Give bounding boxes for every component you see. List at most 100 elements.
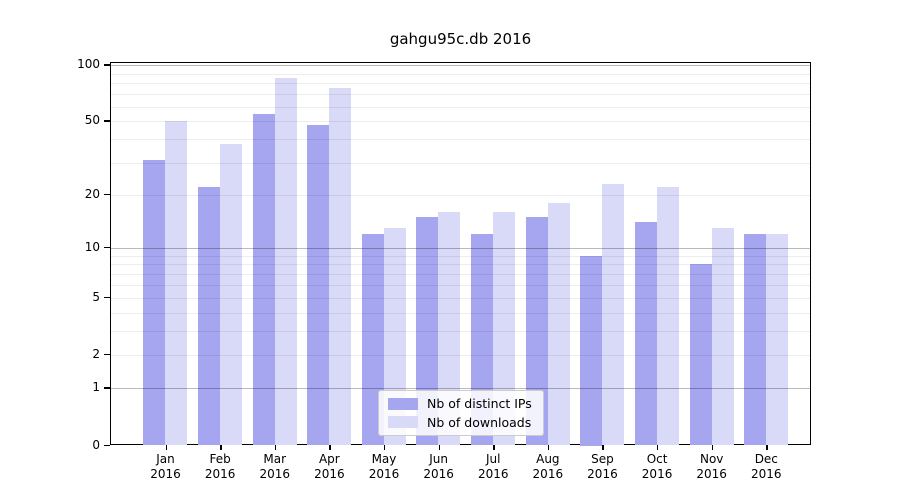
legend-label-downloads: Nb of downloads [427,414,532,430]
legend-label-distinct-ips: Nb of distinct IPs [427,396,532,412]
x-tick-label-apr: Apr 2016 [302,452,356,482]
legend-swatch-distinct-ips [388,397,418,410]
x-label-month: Mar [263,451,287,466]
bar-downloads-jun [438,212,461,446]
bar-ips-aug [525,217,548,446]
x-tick-jan [165,444,167,450]
bar-ips-apr [307,124,330,446]
bar-downloads-sep [602,183,625,446]
x-label-month: Sep [591,451,614,466]
x-tick-label-jun: Jun 2016 [412,452,466,482]
bar-ips-dec [744,234,767,446]
x-label-year: 2016 [259,466,290,481]
gridline-minor-60 [111,106,810,108]
x-label-month: Jun [429,451,448,466]
x-tick-jun [438,444,440,450]
x-label-month: Oct [646,451,668,466]
bar-downloads-apr [329,87,352,446]
y-tick-0 [104,444,110,446]
plot-area [110,62,811,446]
y-tick-label-0: 0 [92,437,100,452]
x-label-year: 2016 [587,466,618,481]
x-tick-label-feb: Feb 2016 [193,452,247,482]
x-label-year: 2016 [641,466,673,481]
x-label-year: 2016 [368,466,400,481]
legend: Nb of distinct IPs Nb of downloads [378,390,544,436]
bar-ips-feb [197,187,220,446]
x-label-month: Apr [318,451,340,466]
legend-swatch-downloads [388,416,418,429]
x-tick-label-may: May 2016 [357,452,411,482]
x-label-month: May [371,451,397,466]
x-label-month: Aug [536,451,560,466]
x-tick-label-jan: Jan 2016 [139,452,193,482]
y-tick-10 [104,246,110,249]
gridline-minor-30 [111,162,810,164]
legend-entry-distinct-ips: Nb of distinct IPs [388,396,534,411]
y-tick-50 [104,120,110,122]
x-label-year: 2016 [477,466,509,481]
y-tick-label-10: 10 [84,239,100,254]
bar-downloads-aug [547,202,570,446]
x-tick-sep [602,444,604,450]
chart-title: gahgu95c.db 2016 [389,30,532,48]
x-label-year: 2016 [696,466,727,481]
gridline-major-100 [111,65,810,67]
x-tick-oct [657,444,659,450]
x-tick-label-mar: Mar 2016 [248,452,302,482]
x-label-year: 2016 [150,466,181,481]
x-label-year: 2016 [532,466,564,481]
x-label-month: Nov [699,451,724,466]
y-tick-label-100: 100 [77,57,100,72]
x-label-month: Jul [485,451,501,466]
y-tick-label-5: 5 [92,289,100,304]
bar-ips-jun [416,217,439,446]
x-tick-label-dec: Dec 2016 [739,452,793,482]
gridline-minor-90 [111,73,810,75]
bar-downloads-jul [493,212,516,446]
bar-ips-nov [689,264,712,446]
x-tick-dec [766,444,768,450]
x-label-year: 2016 [423,466,454,481]
x-label-year: 2016 [204,466,236,481]
x-tick-label-aug: Aug 2016 [521,452,575,482]
y-tick-5 [104,296,110,299]
legend-entry-downloads: Nb of downloads [388,415,534,430]
y-tick-1 [104,387,110,389]
x-tick-label-sep: Sep 2016 [575,452,629,482]
gridline-minor-40 [111,139,810,141]
x-label-month: Dec [754,451,778,466]
x-label-month: Jan [156,451,175,466]
x-label-year: 2016 [751,466,782,481]
x-tick-feb [220,444,222,450]
bar-downloads-oct [656,187,679,446]
y-tick-label-1: 1 [92,380,100,395]
bar-ips-jan [143,159,166,446]
bar-downloads-mar [274,78,297,446]
bar-ips-mar [252,113,275,446]
y-tick-label-20: 20 [84,186,100,201]
bar-ips-sep [580,255,603,446]
y-tick-2 [104,353,110,356]
x-tick-nov [711,444,714,450]
gridline-minor-70 [111,94,810,96]
x-tick-mar [274,444,277,450]
x-tick-may [383,444,386,450]
bar-downloads-nov [711,228,734,446]
x-tick-jul [493,444,495,450]
gridline-minor-80 [111,83,810,85]
bar-ips-oct [634,222,657,446]
y-tick-label-50: 50 [84,113,100,128]
y-tick-label-2: 2 [92,346,100,361]
bar-downloads-jan [165,121,188,446]
x-tick-apr [329,444,331,450]
x-tick-label-oct: Oct 2016 [630,452,684,482]
bar-downloads-feb [219,143,242,446]
x-tick-label-nov: Nov 2016 [685,452,739,482]
x-tick-label-jul: Jul 2016 [466,452,520,482]
x-tick-aug [547,444,550,450]
x-label-month: Feb [209,451,231,466]
y-tick-20 [104,193,110,195]
gridline-minor-50 [111,121,810,123]
